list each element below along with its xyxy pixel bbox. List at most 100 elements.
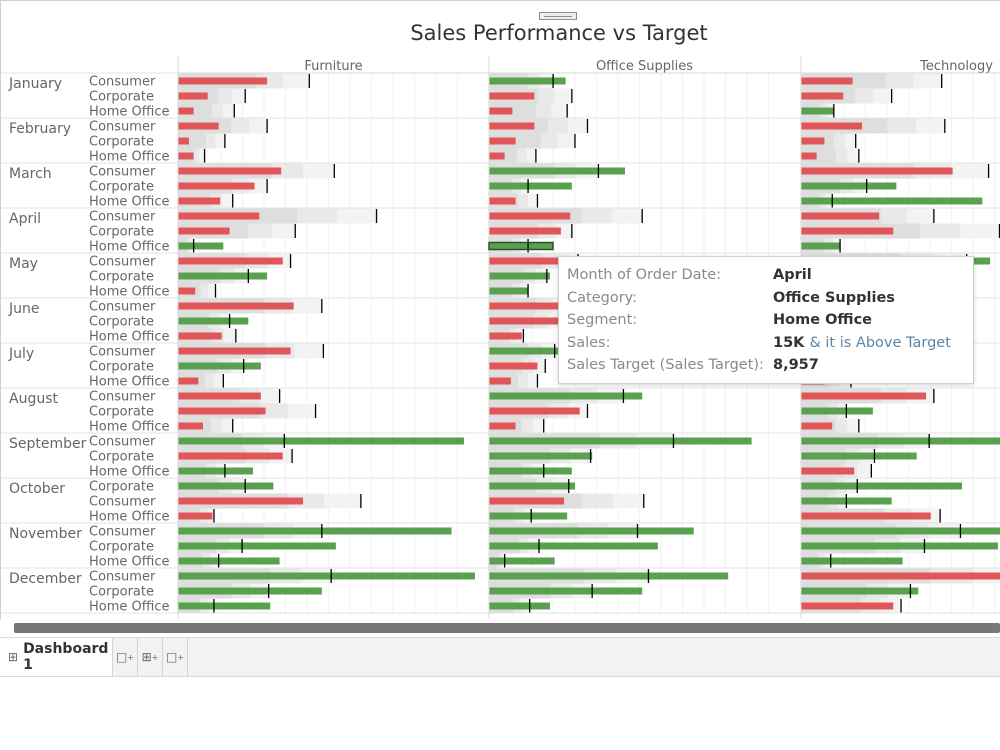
sales-bar[interactable] [178, 242, 224, 250]
sales-bar[interactable] [489, 587, 643, 595]
sales-bar[interactable] [178, 137, 189, 145]
sales-bar[interactable] [178, 467, 254, 475]
sales-bar[interactable] [178, 377, 199, 385]
sales-bar[interactable] [489, 242, 554, 250]
sales-bar[interactable] [489, 572, 729, 580]
sales-bar[interactable] [801, 152, 817, 160]
sales-bar[interactable] [801, 227, 894, 235]
sales-bar[interactable] [801, 407, 873, 415]
sales-bar[interactable] [489, 527, 694, 535]
sales-bar[interactable] [178, 257, 283, 265]
sales-bar[interactable] [489, 557, 555, 565]
sales-bar[interactable] [178, 452, 283, 460]
sales-bar[interactable] [801, 107, 834, 115]
sales-bar[interactable] [178, 542, 336, 550]
sales-bar[interactable] [489, 407, 580, 415]
sales-bar[interactable] [178, 272, 268, 280]
sales-bar[interactable] [489, 287, 529, 295]
sales-bar[interactable] [178, 407, 266, 415]
sales-bar[interactable] [801, 137, 825, 145]
sales-bar[interactable] [178, 362, 261, 370]
sales-bar[interactable] [489, 422, 516, 430]
sales-bar[interactable] [489, 92, 535, 100]
sales-bar[interactable] [178, 152, 194, 160]
horizontal-scrollbar[interactable] [14, 623, 1000, 633]
sales-bar[interactable] [801, 182, 897, 190]
sales-bar[interactable] [489, 347, 560, 355]
sales-bar[interactable] [489, 167, 625, 175]
sales-bar[interactable] [178, 212, 260, 220]
sales-bar[interactable] [178, 602, 271, 610]
sales-bar[interactable] [801, 92, 844, 100]
sales-bar[interactable] [178, 317, 249, 325]
sales-bar[interactable] [489, 452, 593, 460]
sales-bar[interactable] [489, 227, 561, 235]
sales-bar[interactable] [801, 122, 862, 130]
sales-bar[interactable] [178, 482, 274, 490]
sales-bar[interactable] [178, 392, 261, 400]
sales-bar[interactable] [801, 587, 919, 595]
sales-bar[interactable] [489, 377, 511, 385]
sales-bar[interactable] [801, 242, 841, 250]
sales-bar[interactable] [801, 572, 1000, 580]
sales-bar[interactable] [178, 587, 322, 595]
sales-bar[interactable] [801, 392, 927, 400]
sales-bar[interactable] [489, 302, 560, 310]
sales-bar[interactable] [489, 332, 522, 340]
sales-bar[interactable] [178, 497, 304, 505]
new-worksheet-icon[interactable]: □ + [113, 638, 138, 676]
sales-bar[interactable] [489, 602, 550, 610]
sales-bar[interactable] [489, 392, 643, 400]
sales-bar[interactable] [489, 182, 572, 190]
sales-bar[interactable] [178, 122, 219, 130]
sales-bar[interactable] [178, 302, 294, 310]
sales-bar[interactable] [178, 347, 291, 355]
sales-bar[interactable] [489, 512, 568, 520]
sales-bar[interactable] [489, 122, 535, 130]
sales-bar[interactable] [178, 512, 213, 520]
sales-bar[interactable] [489, 542, 658, 550]
sales-bar[interactable] [489, 77, 566, 85]
sales-bar[interactable] [489, 272, 550, 280]
sales-bar[interactable] [178, 572, 475, 580]
sales-bar[interactable] [801, 557, 903, 565]
sales-bar[interactable] [178, 107, 194, 115]
sales-bar[interactable] [178, 197, 221, 205]
sales-bar[interactable] [489, 257, 560, 265]
sales-bar[interactable] [489, 212, 571, 220]
sales-bar[interactable] [178, 287, 196, 295]
sales-bar[interactable] [801, 422, 833, 430]
sales-bar[interactable] [489, 317, 560, 325]
sales-bar[interactable] [801, 452, 917, 460]
sales-bar[interactable] [489, 137, 516, 145]
sales-bar[interactable] [801, 542, 998, 550]
sales-bar[interactable] [178, 182, 255, 190]
sales-bar[interactable] [801, 482, 963, 490]
sales-bar[interactable] [801, 602, 894, 610]
sales-bar[interactable] [801, 77, 853, 85]
tab-dashboard-1[interactable]: ⊞ Dashboard 1 [0, 638, 113, 676]
sales-bar[interactable] [489, 437, 752, 445]
sales-bar[interactable] [801, 212, 880, 220]
sales-bar[interactable] [178, 227, 230, 235]
sales-bar[interactable] [178, 437, 465, 445]
sales-bar[interactable] [489, 467, 572, 475]
sales-bar[interactable] [489, 362, 538, 370]
sales-bar[interactable] [178, 92, 208, 100]
new-story-icon[interactable]: □ + [163, 638, 188, 676]
sales-bar[interactable] [489, 107, 513, 115]
sales-bar[interactable] [801, 197, 983, 205]
sales-bar[interactable] [178, 557, 280, 565]
sales-bar[interactable] [178, 332, 222, 340]
sales-bar[interactable] [178, 422, 204, 430]
new-dashboard-icon[interactable]: ⊞ + [138, 638, 163, 676]
drag-handle[interactable] [539, 12, 577, 20]
sales-bar[interactable] [178, 167, 282, 175]
sales-bar[interactable] [489, 497, 565, 505]
sales-bar[interactable] [178, 527, 452, 535]
sales-bar[interactable] [801, 167, 953, 175]
sales-bar[interactable] [489, 197, 516, 205]
sales-bar[interactable] [801, 467, 855, 475]
sales-bar[interactable] [489, 482, 575, 490]
sales-bar[interactable] [178, 77, 268, 85]
